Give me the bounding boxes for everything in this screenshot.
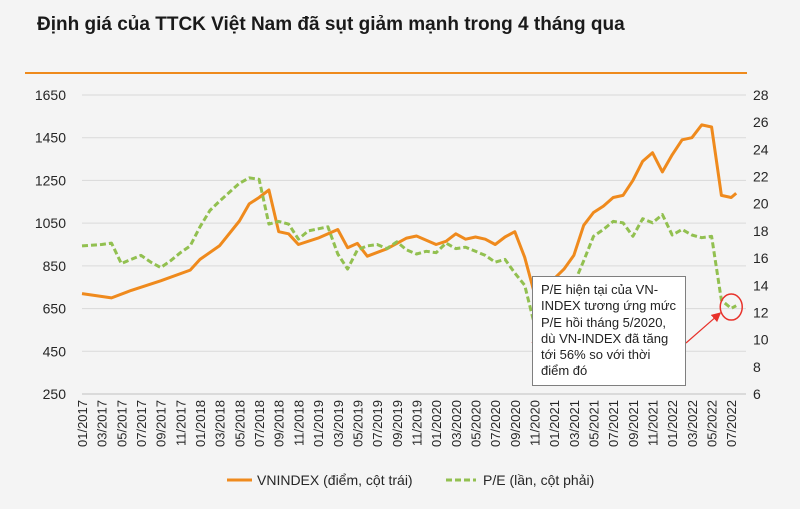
x-tick-label: 03/2021 [567, 400, 582, 447]
y-right-tick-label: 26 [753, 114, 769, 130]
x-tick-label: 11/2018 [291, 400, 306, 446]
x-tick-label: 05/2020 [468, 400, 483, 447]
y-right-tick-label: 28 [753, 87, 769, 103]
y-right-tick-label: 12 [753, 304, 769, 320]
x-tick-label: 05/2022 [705, 400, 720, 447]
x-tick-label: 01/2017 [75, 400, 90, 447]
x-tick-label: 01/2019 [311, 400, 326, 447]
x-tick-label: 03/2018 [213, 400, 228, 447]
x-tick-label: 11/2017 [173, 400, 188, 446]
x-tick-label: 03/2019 [331, 400, 346, 447]
x-tick-label: 09/2017 [154, 400, 169, 447]
pe-line [81, 176, 737, 336]
x-tick-label: 01/2020 [429, 400, 444, 447]
y-right-tick-label: 20 [753, 196, 769, 212]
x-tick-label: 07/2020 [488, 400, 503, 447]
x-tick-label: 11/2020 [528, 400, 543, 446]
x-tick-label: 05/2018 [232, 400, 247, 447]
legend: VNINDEX (điểm, cột trái) P/E (lần, cột ph… [227, 472, 594, 488]
highlight-circle [719, 293, 743, 321]
x-tick-label: 07/2018 [252, 400, 267, 447]
y-left-tick-label: 650 [43, 301, 67, 317]
x-tick-label: 05/2017 [114, 400, 129, 447]
x-tick-label: 07/2022 [724, 400, 739, 447]
y-right-tick-label: 16 [753, 250, 769, 266]
y-right-tick-label: 24 [753, 141, 769, 157]
series-lines [81, 123, 738, 336]
y-left-tick-label: 1250 [35, 172, 66, 188]
y-right-tick-label: 18 [753, 223, 769, 239]
x-tick-label: 01/2022 [665, 400, 680, 447]
x-tick-label: 11/2021 [646, 400, 661, 446]
y-left-tick-label: 1050 [35, 215, 66, 231]
y-axis-left: 250 450 650 850 1050 1250 1450 1650 [35, 87, 66, 402]
x-axis: 01/2017 03/2017 05/2017 07/2017 09/2017 11/20… [75, 393, 746, 447]
x-tick-label: 07/2017 [134, 400, 149, 447]
vnindex-line [81, 123, 738, 306]
legend-label-vnindex: VNINDEX (điểm, cột trái) [257, 472, 413, 488]
x-tick-label: 09/2019 [390, 400, 405, 447]
x-tick-label: 03/2017 [95, 400, 110, 447]
x-tick-label: 03/2020 [449, 400, 464, 447]
y-left-tick-label: 1450 [35, 130, 66, 146]
annotation-box: P/E hiện tại của VN-INDEX tương ứng mức … [532, 276, 686, 386]
y-right-tick-label: 6 [753, 386, 761, 402]
x-tick-label: 09/2020 [508, 400, 523, 447]
x-tick-label: 11/2019 [409, 400, 424, 446]
title-divider [25, 72, 747, 74]
x-tick-label: 03/2022 [685, 400, 700, 447]
y-left-tick-label: 450 [43, 343, 67, 359]
x-tick-label: 01/2021 [547, 400, 562, 447]
x-tick-label: 09/2021 [626, 400, 641, 447]
y-left-tick-label: 250 [43, 386, 67, 402]
y-right-tick-label: 14 [753, 277, 769, 293]
y-left-tick-label: 1650 [35, 87, 66, 103]
page-title: Định giá của TTCK Việt Nam đã sụt giảm m… [37, 14, 625, 35]
x-tick-label: 07/2019 [370, 400, 385, 447]
x-tick-label: 09/2018 [272, 400, 287, 447]
y-right-tick-label: 22 [753, 169, 769, 185]
y-right-tick-label: 10 [753, 332, 769, 348]
x-tick-label: 05/2021 [587, 400, 602, 447]
x-tick-label: 05/2019 [350, 400, 365, 447]
legend-label-pe: P/E (lần, cột phải) [483, 472, 594, 488]
y-left-tick-label: 850 [43, 258, 67, 274]
x-tick-label: 01/2018 [193, 400, 208, 447]
y-axis-right: 6 8 10 12 14 16 18 20 22 24 26 28 [753, 87, 769, 402]
annotation-arrow [685, 312, 722, 344]
y-right-tick-label: 8 [753, 359, 761, 375]
x-tick-label: 07/2021 [606, 400, 621, 447]
